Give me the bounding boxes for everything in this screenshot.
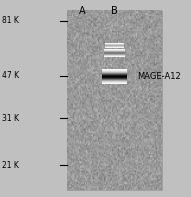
Text: A: A xyxy=(79,6,86,16)
Text: 21 K: 21 K xyxy=(2,161,19,170)
Bar xyxy=(67,11,162,190)
Text: 47 K: 47 K xyxy=(2,71,19,80)
Text: 81 K: 81 K xyxy=(2,16,19,25)
Text: MAGE-A12: MAGE-A12 xyxy=(138,72,181,81)
Text: B: B xyxy=(111,6,118,16)
Text: 31 K: 31 K xyxy=(2,114,19,123)
